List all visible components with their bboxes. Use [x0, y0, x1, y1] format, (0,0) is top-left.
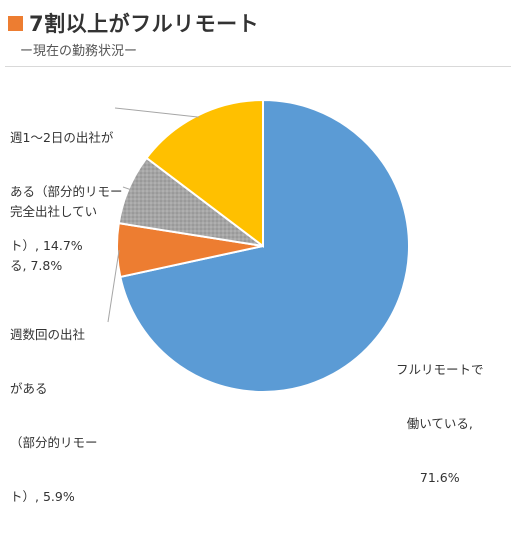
pie-label-full-remote: フルリモートで 働いている, 71.6% [396, 362, 484, 485]
leader-line-weekly-1-2 [114, 107, 199, 118]
pie-slice-full-remote [119, 98, 411, 393]
pie-slice-weekly-1-2 [145, 98, 264, 249]
pie-label-weekly-1-2: 週1～2日の出社が ある（部分的リモー ト）, 14.7% [10, 130, 123, 253]
chart-subtitle: ー現在の勤務状況ー [20, 44, 138, 59]
title-square-icon [8, 15, 23, 31]
pie-label-weekly-several: 週数回の出社 がある （部分的リモー ト）, 5.9% [10, 327, 98, 504]
title-row: 7割以上がフルリモート [8, 8, 259, 38]
leader-line-full-office [122, 186, 131, 191]
title-divider [5, 66, 511, 67]
chart-title: 7割以上がフルリモート [29, 12, 260, 36]
pie-chart [107, 98, 411, 393]
leader-line-weekly-several [107, 250, 120, 323]
chart-frame: 7割以上がフルリモート ー現在の勤務状況ー フルリモートで 働いている, 71.… [5, 8, 511, 504]
pie-label-full-office: 完全出社してい る, 7.8% [10, 204, 98, 273]
